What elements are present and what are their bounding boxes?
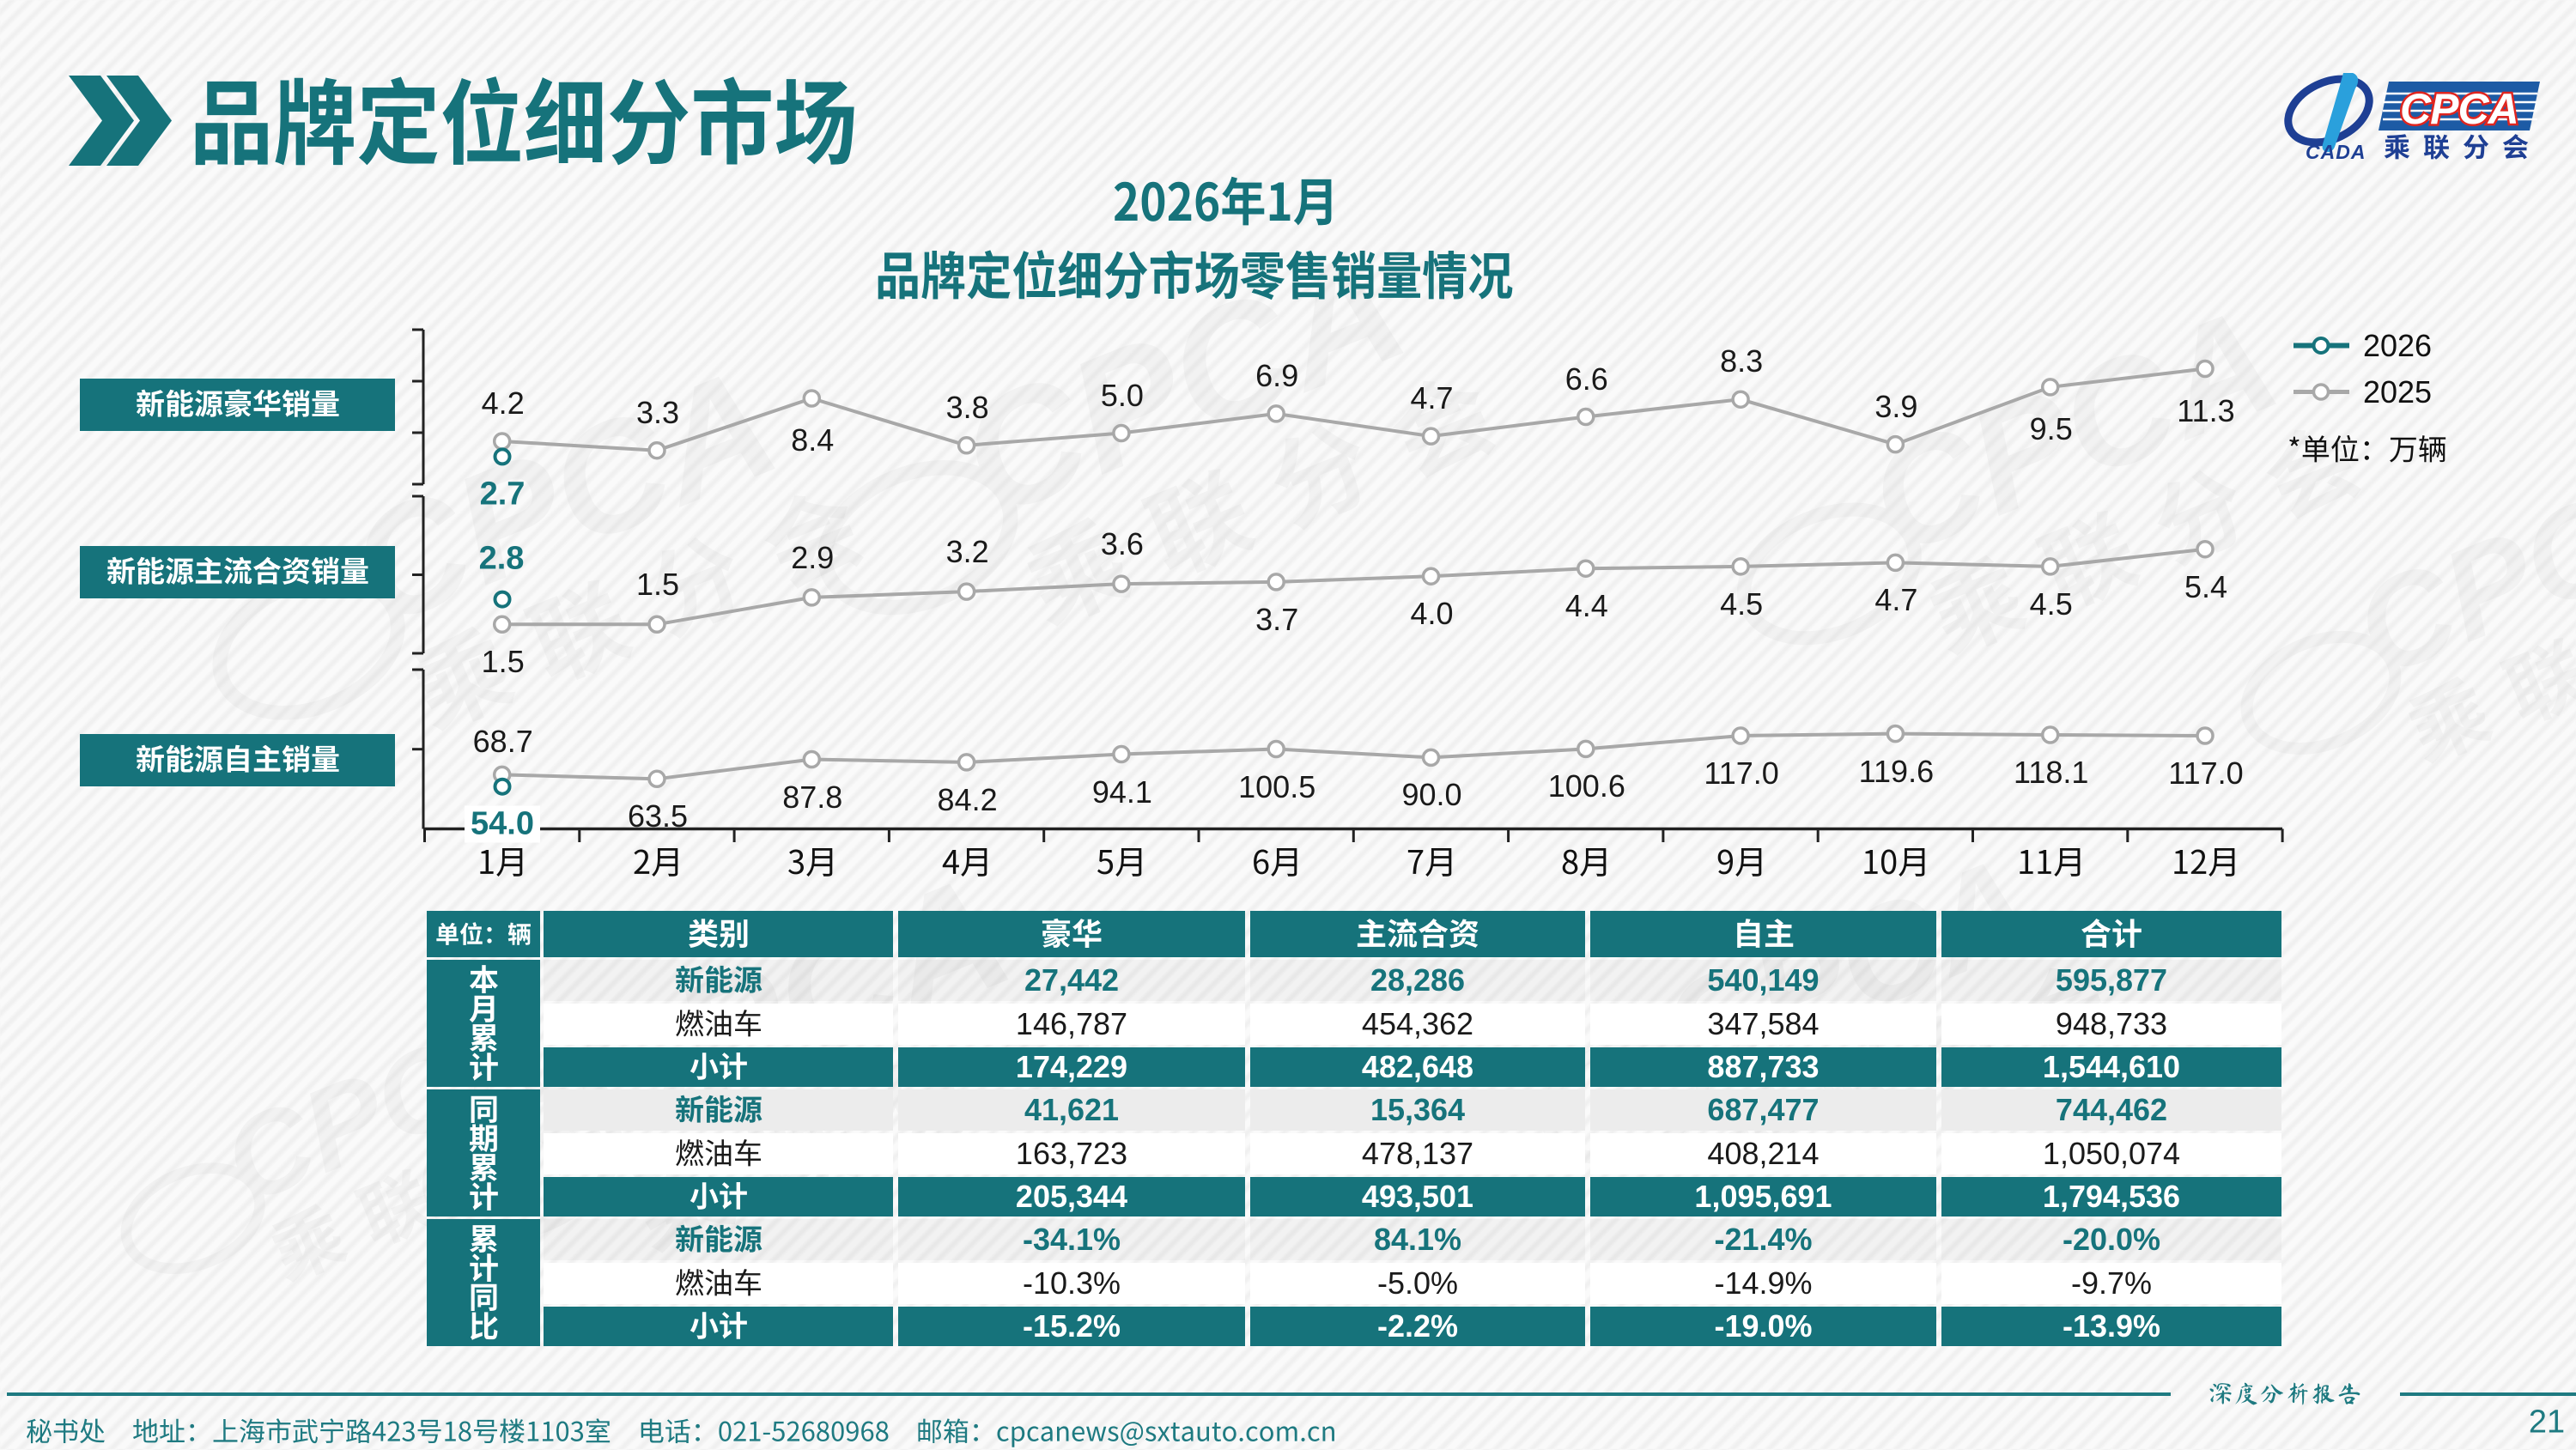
svg-text:CADA: CADA — [2306, 141, 2366, 163]
svg-text:CPCA: CPCA — [2400, 85, 2518, 133]
